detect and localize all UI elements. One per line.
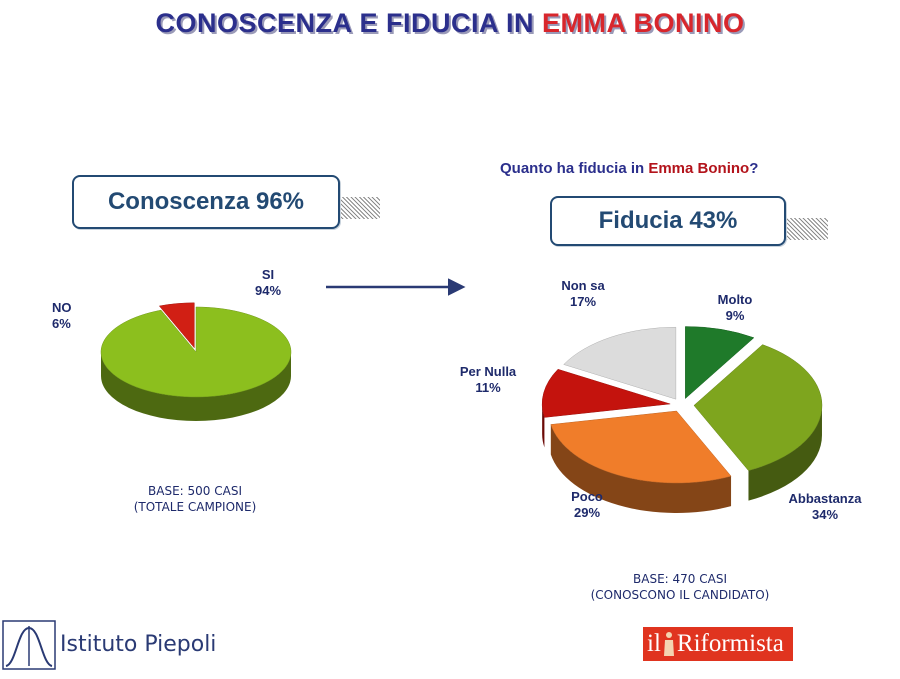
base-right: BASE: 470 CASI (CONOSCONO IL CANDIDATO): [560, 571, 800, 603]
kpi-left-shadow: [334, 197, 380, 219]
piepoli-mark-icon: [2, 620, 56, 670]
piepoli-wordmark: Istituto Piepoli: [60, 632, 217, 657]
slice-abbastanza-top: [693, 344, 823, 471]
pie-left-label-no: NO 6%: [52, 300, 96, 332]
question-name: Emma Bonino: [648, 160, 750, 177]
slice-abbastanza-side: [748, 405, 822, 501]
question-mark: ?: [749, 160, 759, 177]
pie-fiducia-layer-4: [563, 326, 677, 400]
pie-fiducia: [541, 326, 823, 514]
slice-molto-top: [685, 326, 755, 400]
riformista-name: Riformista: [676, 630, 784, 657]
label-molto-value: 9%: [725, 308, 745, 323]
slice-si-top: [100, 306, 292, 398]
label-non-sa-name: Non sa: [561, 278, 605, 293]
kpi-fiducia-text: Fiducia 43%: [598, 207, 738, 234]
riformista-figure-icon: [663, 632, 674, 656]
slice-per-nulla-top: [541, 368, 671, 418]
pie-right-label-molto: Molto 9%: [700, 292, 770, 324]
slice-non-sa-top: [563, 326, 677, 400]
label-non-sa-value: 17%: [569, 294, 597, 309]
label-molto-name: Molto: [717, 292, 753, 307]
title-main: CONOSCENZA E FIDUCIA IN: [155, 8, 542, 38]
pie-fiducia-layer-2: [550, 410, 732, 514]
base-right-line2: (CONOSCONO IL CANDIDATO): [590, 588, 770, 602]
logo-il-riformista: il Riformista: [643, 627, 793, 661]
slice-poco: [550, 410, 732, 514]
logo-istituto-piepoli: Istituto Piepoli: [2, 620, 220, 670]
slice-per-nulla-side: [542, 403, 545, 448]
pie-conoscenza: [100, 302, 292, 421]
slice-si: [100, 306, 292, 421]
pie-fiducia-layer-0: [685, 326, 755, 400]
slice-poco-top: [550, 410, 732, 484]
slice-si-side: [101, 352, 291, 421]
slice-poco-side: [550, 424, 732, 514]
title-highlight: EMMA BONINO: [542, 8, 745, 38]
label-abbastanza-name: Abbastanza: [788, 491, 862, 506]
base-right-line1: BASE: 470 CASI: [633, 572, 727, 586]
kpi-fiducia-box: Fiducia 43%: [550, 196, 786, 246]
label-no-name: NO: [52, 300, 72, 315]
chart-question: Quanto ha fiducia in Emma Bonino?: [500, 160, 758, 177]
pie-right-label-non-sa: Non sa 17%: [548, 278, 618, 310]
page-title: CONOSCENZA E FIDUCIA IN EMMA BONINO: [0, 8, 900, 39]
slice-per-nulla: [541, 368, 671, 448]
base-left-line1: BASE: 500 CASI: [148, 484, 242, 498]
slice-abbastanza: [693, 344, 823, 501]
slice-no-top: [158, 302, 195, 349]
label-per-nulla-value: 11%: [475, 380, 501, 395]
base-left: BASE: 500 CASI (TOTALE CAMPIONE): [90, 483, 300, 515]
question-text: Quanto ha fiducia in: [500, 160, 649, 177]
pie-left-label-si: SI 94%: [238, 267, 298, 299]
pie-fiducia-layer-3: [541, 368, 671, 448]
pie-right-label-abbastanza: Abbastanza 34%: [770, 491, 880, 523]
label-si-value: 94%: [254, 283, 282, 298]
label-no-value: 6%: [52, 316, 71, 331]
base-left-line2: (TOTALE CAMPIONE): [133, 500, 257, 514]
slice-molto: [685, 326, 755, 400]
label-poco-value: 29%: [573, 505, 601, 520]
slice-non-sa: [563, 326, 677, 400]
slice-no: [158, 302, 195, 349]
label-poco-name: Poco: [571, 489, 603, 504]
label-si-name: SI: [261, 267, 275, 282]
riformista-il: il: [647, 630, 661, 657]
pie-right-label-poco: Poco 29%: [552, 489, 622, 521]
pie-right-label-per-nulla: Per Nulla 11%: [448, 364, 528, 396]
kpi-right-shadow: [782, 218, 828, 240]
label-per-nulla-name: Per Nulla: [459, 364, 517, 379]
kpi-conoscenza-box: Conoscenza 96%: [72, 175, 340, 229]
pie-fiducia-layer-1: [693, 344, 823, 501]
label-abbastanza-value: 34%: [811, 507, 839, 522]
kpi-conoscenza-text: Conoscenza 96%: [107, 188, 305, 215]
